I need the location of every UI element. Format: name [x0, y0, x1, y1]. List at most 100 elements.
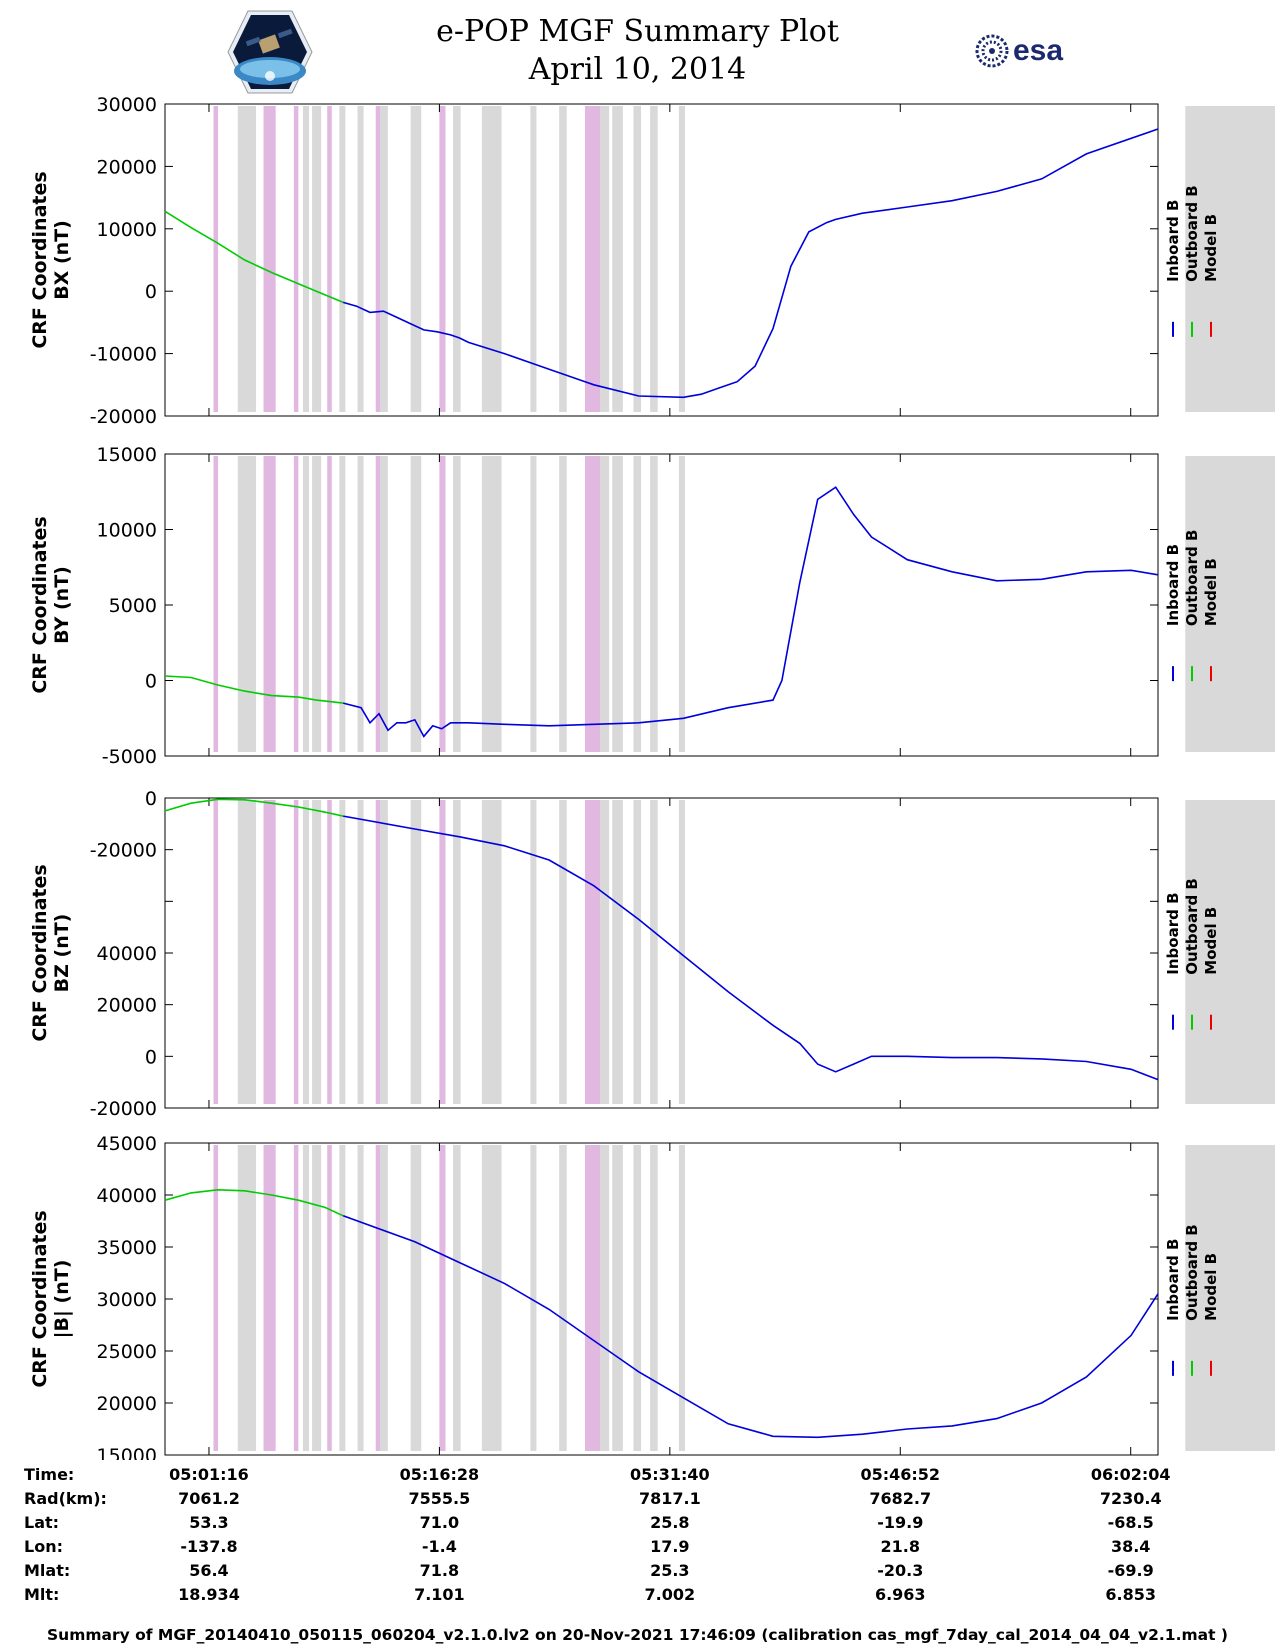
calibration-band — [481, 456, 502, 752]
y-tick-label: 30000 — [97, 1289, 157, 1311]
y-tick-label: 40000 — [97, 943, 157, 965]
y-tick-label: 25000 — [97, 1341, 157, 1363]
ephemeris-value: 05:01:16 — [169, 1465, 249, 1484]
ephemeris-value: 7230.4 — [1099, 1489, 1162, 1508]
y-tick-label: 5000 — [109, 595, 157, 617]
calibration-band-pink — [439, 1145, 446, 1451]
calibration-band — [357, 1145, 364, 1451]
calibration-band-pink — [327, 106, 332, 412]
calibration-band-pink — [263, 456, 276, 752]
calibration-band-pink — [584, 1145, 601, 1451]
y-tick-label: 15000 — [97, 444, 157, 466]
series-line-outboard — [164, 675, 344, 704]
calibration-band — [380, 1145, 388, 1451]
ephemeris-value: -69.9 — [1107, 1561, 1154, 1580]
footer-caption: Summary of MGF_20140410_050115_060204_v2… — [47, 1626, 1228, 1644]
calibration-band — [357, 456, 364, 752]
ephemeris-value: 05:46:52 — [860, 1465, 941, 1484]
calibration-band — [312, 106, 322, 412]
calibration-band — [302, 456, 310, 752]
series-line-inboard — [342, 128, 1159, 399]
cassiope-logo-icon — [227, 10, 313, 94]
y-tick-label: 0 — [145, 281, 157, 303]
calibration-band — [600, 106, 610, 412]
calibration-band — [237, 1145, 256, 1451]
y-axis-label: |B| (nT) — [51, 1260, 73, 1339]
legend-label: Outboard B — [1183, 878, 1201, 975]
series-line-inboard — [343, 486, 1159, 738]
calibration-band — [453, 1145, 461, 1451]
y-tick-label: 0 — [145, 671, 157, 693]
legend-label: Model B — [1202, 1253, 1220, 1321]
calibration-band — [410, 456, 422, 752]
calibration-band-pink — [263, 1145, 276, 1451]
ephemeris-value: 7817.1 — [638, 1489, 701, 1508]
series-line-outboard — [164, 210, 344, 304]
y-tick-label: 20000 — [97, 995, 157, 1017]
calibration-band — [633, 1145, 642, 1451]
calibration-band — [612, 456, 623, 752]
ephemeris-value: 53.3 — [189, 1513, 229, 1532]
y-tick-label: 20000 — [97, 1393, 157, 1415]
calibration-band — [530, 800, 537, 1104]
calibration-band — [650, 800, 658, 1104]
esa-globe-icon — [975, 34, 1009, 68]
ephemeris-value: 05:31:40 — [630, 1465, 710, 1484]
calibration-band — [339, 456, 346, 752]
calibration-band — [302, 800, 310, 1104]
ephemeris-value: 25.3 — [650, 1561, 690, 1580]
series-line-inboard — [342, 1215, 1159, 1439]
ephemeris-value: 25.8 — [650, 1513, 690, 1532]
calibration-band — [481, 800, 502, 1104]
calibration-band — [481, 1145, 502, 1451]
calibration-band-pink — [293, 800, 299, 1104]
ephemeris-value: 7555.5 — [408, 1489, 471, 1508]
y-tick-label: 0 — [145, 1046, 157, 1068]
plots-area: 30000 20000 10000 0 -10000 -20000 CRF Coordina… — [29, 94, 1275, 1460]
y-tick-label: 10000 — [97, 219, 157, 241]
legend-label: Outboard B — [1183, 185, 1201, 282]
axes-frame — [164, 103, 1159, 417]
y-tick-label: -20000 — [90, 840, 157, 862]
calibration-band-large — [1185, 456, 1275, 752]
ephemeris-value: 6.853 — [1105, 1585, 1156, 1604]
ephemeris-label: Mlat: — [24, 1561, 71, 1580]
calibration-band-pink — [293, 106, 299, 412]
series-line-inboard — [343, 815, 1159, 1081]
legend-label: Inboard B — [1164, 892, 1182, 974]
calibration-band-pink — [375, 1145, 381, 1451]
calibration-band — [612, 106, 623, 412]
calibration-band — [312, 1145, 322, 1451]
calibration-band — [339, 1145, 346, 1451]
calibration-band — [650, 1145, 658, 1451]
ephemeris-value: 38.4 — [1110, 1537, 1151, 1556]
legend-label: Model B — [1202, 907, 1220, 975]
ephemeris-value: 21.8 — [880, 1537, 920, 1556]
plot-date: April 10, 2014 — [528, 52, 747, 87]
calibration-band — [530, 106, 537, 412]
calibration-band — [453, 106, 461, 412]
calibration-band — [237, 456, 256, 752]
calibration-band — [380, 456, 388, 752]
calibration-band — [612, 800, 623, 1104]
ephemeris-value: 06:02:04 — [1090, 1465, 1171, 1484]
y-tick-label: 40000 — [97, 1185, 157, 1207]
calibration-band — [410, 106, 422, 412]
calibration-band-pink — [584, 106, 601, 412]
calibration-band-pink — [327, 800, 332, 1104]
calibration-band — [410, 800, 422, 1104]
ephemeris-value: 7682.7 — [869, 1489, 932, 1508]
ephemeris-label: Lon: — [24, 1537, 63, 1556]
calibration-band-pink — [375, 456, 381, 752]
ephemeris-value: 18.934 — [178, 1585, 240, 1604]
calibration-band — [339, 800, 346, 1104]
legend-label: Inboard B — [1164, 200, 1182, 282]
y-tick-label: 15000 — [97, 1445, 157, 1460]
legend-label: Model B — [1202, 214, 1220, 282]
y-axis-label: BZ (nT) — [51, 914, 73, 993]
calibration-band — [410, 1145, 422, 1451]
calibration-band-pink — [213, 456, 219, 752]
ephemeris-value: -19.9 — [877, 1513, 924, 1532]
ephemeris-value: 71.8 — [419, 1561, 460, 1580]
legend-label: Inboard B — [1164, 1239, 1182, 1321]
